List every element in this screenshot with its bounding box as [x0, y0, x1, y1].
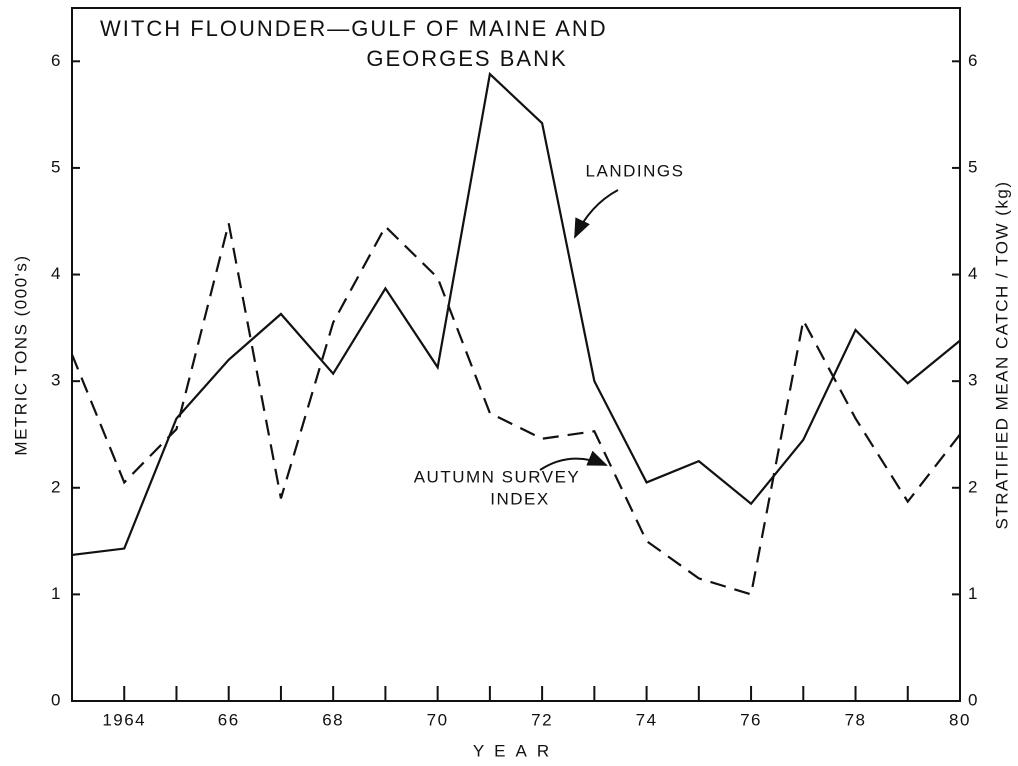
x-tick-label: 70: [427, 710, 449, 729]
y2-tick-label: 4: [968, 264, 979, 283]
y-tick-label: 4: [51, 264, 62, 283]
plot-frame: [71, 7, 961, 702]
x-tick-label: 76: [740, 710, 762, 729]
x-tick-label: 66: [218, 710, 240, 729]
x-tick-label: 80: [949, 710, 971, 729]
x-tick-label: 72: [531, 710, 553, 729]
annotation: INDEX: [490, 489, 549, 508]
x-tick-label: 68: [322, 710, 344, 729]
y2-tick-label: 2: [968, 477, 979, 496]
annotation-arrow: [574, 189, 619, 239]
y-axis-label: METRIC TONS (000's): [11, 254, 30, 455]
y2-tick-label: 3: [968, 371, 979, 390]
data-line: [70, 223, 961, 596]
y-tick-label: 5: [51, 157, 62, 176]
chart-title: WITCH FLOUNDER—GULF OF MAINE AND: [100, 16, 608, 41]
y2-tick-label: 1: [968, 584, 979, 603]
annotation-arrow: [539, 450, 608, 471]
x-tick-label: 1964: [102, 710, 146, 729]
x-axis-label: YEAR: [473, 741, 559, 760]
y2-tick-label: 0: [968, 690, 979, 709]
x-tick-label: 78: [845, 710, 867, 729]
y-tick-label: 1: [51, 584, 62, 603]
y-tick-label: 3: [51, 371, 62, 390]
y2-tick-label: 6: [968, 51, 979, 70]
chart-title: GEORGES BANK: [366, 46, 567, 71]
annotation: LANDINGS: [586, 161, 685, 180]
y2-axis-label: STRATIFIED MEAN CATCH / TOW (kg): [992, 181, 1011, 530]
y-tick-label: 2: [51, 477, 62, 496]
x-tick-label: 74: [636, 710, 658, 729]
data-line: [71, 71, 961, 557]
annotation: AUTUMN SURVEY: [414, 467, 581, 486]
y-tick-label: 0: [51, 690, 62, 709]
y2-tick-label: 5: [968, 157, 979, 176]
y-tick-label: 6: [51, 51, 62, 70]
